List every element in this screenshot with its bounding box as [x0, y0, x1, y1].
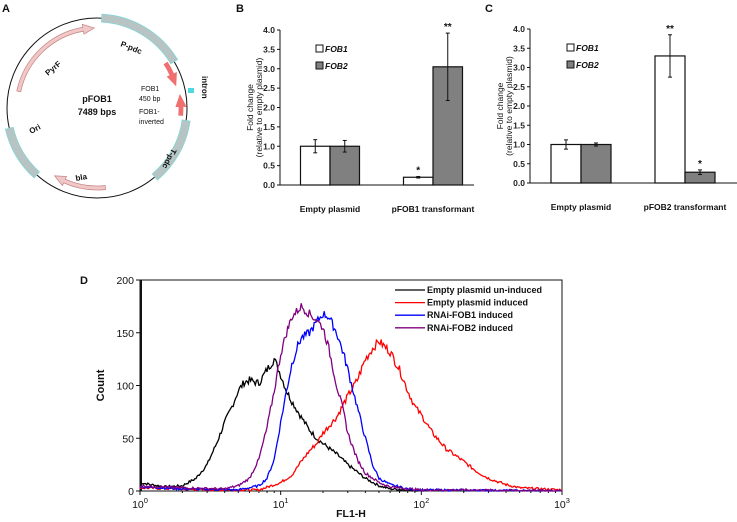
x-tick-label: 101	[273, 496, 289, 511]
x-tick-base: 10	[273, 499, 285, 511]
fob1-size-label: 450 bp	[139, 96, 161, 103]
histogram-line-3	[139, 303, 563, 492]
category-label: pFOB2 transformant	[644, 202, 727, 212]
legend-swatch	[315, 44, 324, 53]
histogram-line-0	[140, 357, 422, 492]
panel-label-d: D	[80, 275, 88, 287]
category-label: Empty plasmid	[551, 202, 611, 212]
y-tick-label: 150	[116, 328, 134, 340]
fob1-inverted-label: FOB1-	[139, 109, 160, 116]
bar-chart-c: 0.0 0.5 1.0 1.5 2.0 2.5 3.0 3.5 4.0 Fold change (r…	[495, 24, 737, 212]
fob1-arrow	[163, 61, 177, 87]
legend-label: Empty plasmid un-induced	[427, 285, 542, 295]
y-axis-label-sub: (relative to empty plasmid)	[254, 57, 264, 157]
y-tick-label: 0.5	[513, 159, 525, 169]
bla-label: bla	[75, 172, 88, 183]
y-tick-label: 1.0	[513, 140, 525, 150]
legend-label: FOB2	[576, 60, 599, 70]
panel-label-b: B	[236, 3, 244, 15]
x-tick-label: 102	[413, 496, 429, 511]
category-label: pFOB1 transformant	[392, 204, 475, 214]
fob1-label: FOB1	[141, 86, 159, 93]
y-axis-label: Count	[95, 369, 107, 401]
panel-label-c: C	[485, 3, 493, 15]
x-tick-base: 10	[132, 499, 144, 511]
legend-label: FOB2	[325, 61, 348, 71]
legend-label: Empty plasmid induced	[427, 298, 528, 308]
y-tick-label: 1.0	[263, 141, 275, 151]
significance-marker: *	[416, 165, 420, 176]
x-tick-exponent: 2	[425, 496, 429, 505]
y-tick-label: 100	[116, 381, 134, 393]
p-pdc-block	[101, 13, 179, 65]
y-axis-label: Fold change	[245, 84, 255, 131]
y-tick-label: 3.0	[513, 63, 525, 73]
intron-mark	[188, 88, 194, 93]
t-pdc-block	[151, 119, 191, 181]
y-tick-label: 3.0	[263, 64, 275, 74]
fob1-inverted-arrow	[175, 93, 187, 116]
y-tick-label: 4.0	[513, 24, 525, 34]
panel-label-a: A	[2, 3, 10, 15]
bar-fob2	[329, 145, 361, 186]
legend-swatch	[566, 60, 575, 69]
y-tick-label: 3.5	[513, 43, 525, 53]
y-tick-label: 2.5	[263, 83, 275, 93]
plasmid-map: P-pdc PyrF Ori bla T-pdc intron FOB1 450…	[4, 13, 209, 199]
y-axis-label-sub: (relative to empty plasmid)	[504, 56, 514, 156]
significance-marker: **	[666, 24, 674, 35]
y-tick-label: 2.5	[513, 82, 525, 92]
y-tick-label: 2.0	[263, 103, 275, 113]
plasmid-size: 7489 bps	[78, 107, 117, 117]
legend-label: RNAi-FOB1 induced	[427, 310, 513, 320]
x-tick-exponent: 0	[144, 496, 148, 505]
y-tick-label: 1.5	[263, 122, 275, 132]
legend-label: FOB1	[325, 44, 348, 54]
y-tick-label: 50	[122, 433, 134, 445]
ori-block	[4, 126, 41, 179]
pyrf-label: PyrF	[44, 59, 63, 77]
bla-arrow	[53, 175, 107, 191]
y-tick-label: 1.5	[513, 120, 525, 130]
histogram-line-2	[139, 311, 563, 493]
x-tick-base: 10	[413, 499, 425, 511]
y-tick-label: 0	[128, 486, 134, 498]
x-tick-base: 10	[554, 499, 566, 511]
significance-marker: **	[444, 22, 452, 33]
y-tick-label: 200	[116, 275, 134, 287]
intron-label: intron	[200, 76, 209, 99]
category-label: Empty plasmid	[300, 204, 360, 214]
ori-label: Ori	[28, 122, 42, 135]
x-tick-label: 100	[132, 496, 148, 511]
x-tick-label: 103	[554, 496, 570, 511]
y-tick-label: 0.0	[513, 178, 525, 188]
plasmid-backbone	[6, 17, 188, 199]
y-tick-label: 4.0	[263, 25, 275, 35]
histogram-line-1	[139, 338, 563, 493]
bar-chart-b: 0.0 0.5 1.0 1.5 2.0 2.5 3.0 3.5 4.0 Fold change (r…	[245, 22, 474, 214]
x-tick-exponent: 1	[284, 496, 288, 505]
bar-fob2	[580, 143, 612, 184]
y-tick-label: 0.0	[263, 180, 275, 190]
x-tick-exponent: 3	[566, 496, 570, 505]
plasmid-name: pFOB1	[82, 94, 112, 104]
y-tick-label: 0.5	[263, 161, 275, 171]
legend-swatch	[315, 61, 324, 70]
legend-label: FOB1	[576, 43, 599, 53]
p-pdc-label: P-pdc	[119, 40, 143, 57]
legend-label: RNAi-FOB2 induced	[427, 323, 513, 333]
legend-swatch	[566, 43, 575, 52]
pyrf-arrow	[16, 23, 96, 93]
y-axis-label: Fold change	[495, 82, 505, 129]
y-tick-label: 2.0	[513, 101, 525, 111]
significance-marker: *	[698, 159, 702, 170]
y-tick-label: 3.5	[263, 44, 275, 54]
bar-fob1	[550, 143, 582, 184]
fob1-inverted-label-2: inverted	[139, 119, 164, 126]
x-axis-label: FL1-H	[336, 508, 366, 520]
